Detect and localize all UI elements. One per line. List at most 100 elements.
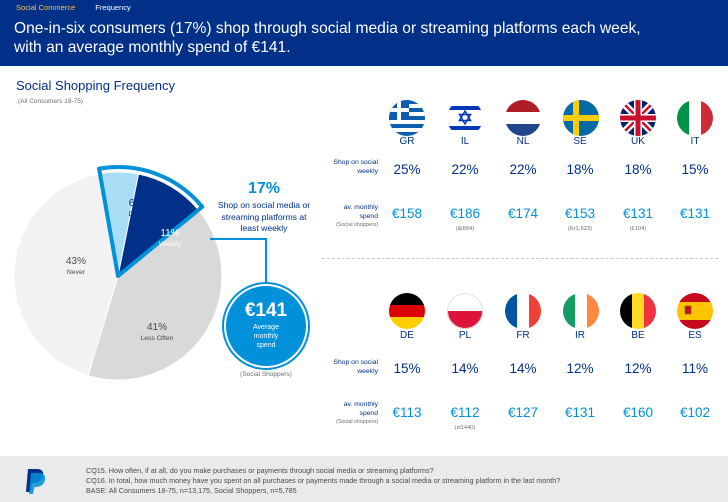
connector-vertical [265,238,267,282]
pie-category-less-often: Less Often [140,335,174,342]
headline-line-2: with an average monthly spend of €141. [14,39,291,56]
pie-label-less-often: 41% Less Often [127,322,187,343]
average-spend-value: €141 [244,300,288,321]
monthly-spend: €113 [392,405,422,420]
footnotes: CQ15. How often, if at all, do you make … [86,466,560,496]
average-spend-label-3: spend [256,342,276,349]
footnote-base: BASE: All Consumers 18-75, n=13,175, Soc… [86,486,297,495]
country-code: SE [573,136,587,147]
france-flag-icon [505,293,541,329]
row-label-spend-bottom: av. monthly spend (Social shoppers) [310,401,378,427]
germany-flag-icon [389,293,425,329]
country-code: ES [688,330,702,341]
row-label-spend-bottom-1: av. monthly [343,401,378,408]
row-label-shop-bottom-2: weekly [357,367,378,375]
sweden-flag-icon [563,100,599,136]
country-code: DE [400,330,414,341]
section-title: Social Shopping Frequency [16,78,175,93]
italy-flag-icon [677,100,713,136]
weekly-share-description: Shop on social media or streaming platfo… [208,200,320,235]
country-code: FR [516,330,530,341]
headline-line-1: One-in-six consumers (17%) shop through … [14,20,641,37]
netherlands-flag-icon [505,100,541,136]
row-label-shop-bottom-1: Shop on social [333,359,378,366]
average-spend-base: (Social Shoppers) [240,371,292,378]
weekly-share-desc-2: streaming platforms at [221,211,307,222]
paypal-logo-icon [24,468,46,499]
country-code: IR [575,330,585,341]
monthly-spend: €127 [507,405,539,420]
frequency-pie-chart [13,165,223,381]
monthly-spend: €131 [679,206,711,221]
monthly-spend: €112 [450,405,480,420]
ireland-flag-icon [563,293,599,329]
breadcrumb-section[interactable]: Social Commerce [16,3,76,12]
uk-flag-icon [620,100,656,136]
section-divider [322,258,718,259]
page-title: One-in-six consumers (17%) shop through … [14,19,714,57]
country-code: UK [631,136,645,147]
average-spend-circle: €141 Average monthly spend [224,284,308,368]
row-label-spend-bottom-base: (Social shoppers) [336,419,378,425]
monthly-spend: €153 [564,206,596,221]
weekly-share: 18% [624,162,652,177]
monthly-spend: €160 [622,405,654,420]
pie-value-less-often: 41% [146,322,167,333]
poland-flag-icon [447,293,483,329]
pie-category-never: Never [66,269,86,276]
header-banner: Social Commerce Frequency One-in-six con… [0,0,728,66]
pie-value-daily: 6% [128,198,144,209]
weekly-share: 15% [681,162,709,177]
local-currency-spend: (₪894) [455,226,475,232]
country-code: IL [460,136,470,147]
weekly-share: 22% [509,162,537,177]
row-label-spend-top-1: av. monthly [343,204,378,211]
monthly-spend: €186 [449,206,481,221]
pie-category-weekly: Weekly [158,241,182,248]
row-label-shop-top-1: Shop on social [333,159,378,166]
average-spend-label-1: Average [253,324,279,331]
weekly-share: 14% [451,361,479,376]
average-spend-label: Average monthly spend [226,323,306,350]
weekly-share: 12% [624,361,652,376]
connector-horizontal [210,238,266,240]
weekly-share-value: 17% [247,180,281,197]
row-label-spend-top: av. monthly spend (Social shoppers) [310,204,378,230]
row-label-spend-bottom-2: spend [359,409,378,417]
row-label-shop-top: Shop on social weekly [310,159,378,176]
breadcrumb-page[interactable]: Frequency [95,3,131,12]
weekly-share-desc-1: Shop on social media or [217,200,311,210]
pie-slice-never [13,173,119,377]
row-label-shop-bottom: Shop on social weekly [310,359,378,376]
pie-label-never: 43% Never [46,256,106,277]
belgium-flag-icon [620,293,656,329]
pie-label-weekly: 11% Weekly [140,228,200,249]
pie-category-daily: Daily [128,211,144,218]
local-currency-spend: (£104) [629,226,647,232]
weekly-share: 18% [566,162,594,177]
footnote-q2: CQ16. In total, how much money have you … [86,476,561,485]
weekly-share-desc-3: least weekly [240,223,288,233]
weekly-share: 14% [509,361,537,376]
greece-flag-icon [389,100,425,136]
weekly-share: 12% [566,361,594,376]
row-label-spend-top-base: (Social shoppers) [336,222,378,228]
weekly-share: 25% [393,162,421,177]
israel-flag-icon [447,100,483,136]
monthly-spend: €131 [564,405,596,420]
local-currency-spend: (zł1440) [454,425,476,431]
weekly-share: 11% [681,361,709,376]
row-label-spend-top-2: spend [359,212,378,220]
pie-label-daily: 6% Daily [106,198,166,219]
country-code: BE [631,330,645,341]
weekly-share: 22% [451,162,479,177]
monthly-spend: €102 [679,405,711,420]
country-code: NL [516,136,530,147]
footnote-q1: CQ15. How often, if at all, do you make … [86,466,434,475]
country-code: IT [690,136,700,147]
pie-value-never: 43% [65,256,86,267]
section-subtitle: (All Consumers 18-75) [18,98,84,105]
country-code: PL [458,330,472,341]
monthly-spend: €131 [622,206,654,221]
pie-value-weekly: 11% [160,228,180,239]
